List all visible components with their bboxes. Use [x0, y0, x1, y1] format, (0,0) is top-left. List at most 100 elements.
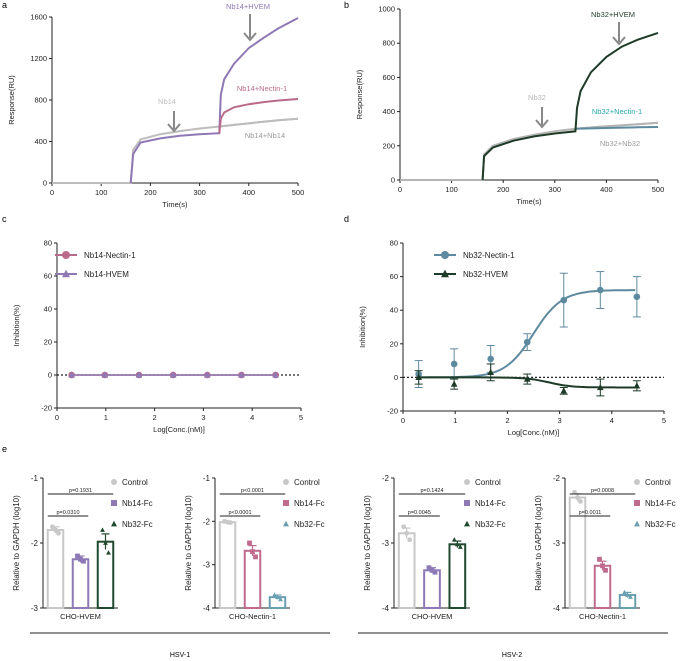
panel-label-a: a [2, 0, 7, 10]
d-data-point [487, 355, 494, 363]
e1-p-value: p=0.0310 [56, 510, 79, 516]
e3-legend-marker [464, 479, 470, 485]
e2-bar [218, 521, 237, 610]
d-y-tick-label: 80 [390, 239, 398, 248]
d-data-point [633, 382, 641, 389]
e2-data-point [272, 592, 277, 597]
chart-panel-e2: -4 -3 -2 -1 Relative to GAPDH (log10) CHO-Nec… [184, 474, 325, 621]
e4-data-point [600, 563, 605, 569]
e3-bar [397, 532, 416, 609]
a-annotation: Nb14+HVEM [226, 2, 270, 11]
c-y-tick-label: 0 [48, 371, 52, 380]
e1-data-point [53, 527, 58, 533]
e4-y-tick-label: -3 [553, 539, 561, 548]
e2-legend-label: Control [294, 478, 320, 487]
c-data-point [272, 371, 279, 378]
e3-bar [448, 543, 467, 609]
e1-p-value: p=0.1931 [69, 488, 92, 494]
c-data-point [238, 371, 245, 378]
b-arrow-head [535, 119, 549, 129]
d-data-point [450, 380, 458, 387]
c-data-point [101, 371, 109, 378]
e2-y-tick-label: -2 [203, 517, 211, 526]
b-series-line-2 [575, 126, 659, 130]
e3-p-value: p=0.1424 [420, 488, 443, 494]
e4-legend-label: Control [645, 478, 671, 487]
e4-x-axis-label: CHO-Nectin-1 [579, 612, 626, 621]
a-annotation: Nb14 [158, 97, 176, 106]
b-x-tick-label: 0 [398, 185, 402, 194]
d-legend-label: Nb32-HVEM [463, 270, 508, 279]
e1-data-point [81, 558, 86, 564]
a-x-tick-label: 100 [95, 188, 108, 197]
e3-p-value: p=0.0045 [408, 510, 431, 516]
e3-x-axis-label: CHO-HVEM [412, 612, 453, 621]
e2-y-tick-label: -1 [203, 474, 211, 483]
e3-data-point [429, 567, 435, 573]
a-x-tick-label: 300 [193, 188, 206, 197]
d-x-tick-label: 1 [453, 416, 457, 425]
d-legend-marker [441, 269, 449, 278]
a-arrow-head [167, 123, 181, 133]
b-y-tick-label: 200 [382, 141, 395, 150]
d-y-tick-label: 60 [390, 272, 398, 281]
d-data-point [633, 293, 641, 301]
c-y-tick-label: 60 [44, 272, 52, 281]
e3-y-tick-label: -4 [382, 604, 390, 613]
panel-label-e: e [2, 444, 7, 454]
b-annotation: Nb32+HVEM [591, 10, 635, 19]
e1-y-tick-label: -2 [31, 539, 39, 548]
c-y-tick-label: 80 [44, 239, 52, 248]
e1-data-point [100, 527, 105, 532]
c-data-point [135, 371, 143, 378]
e1-legend-label: Nb32-Fc [122, 520, 153, 529]
hsv2-group-label: HSV-2 [502, 652, 522, 659]
e2-data-point [275, 594, 280, 600]
b-y-axis-label: Response(RU) [355, 69, 364, 119]
panel-label-b: b [344, 0, 349, 10]
e1-bar [96, 540, 115, 610]
e2-data-point [247, 540, 252, 546]
e2-data-point [278, 596, 283, 602]
e1-y-axis-label: Relative to GAPDH (log10) [12, 495, 21, 591]
b-y-tick-label: 400 [382, 107, 395, 116]
e2-bar [243, 549, 262, 609]
d-data-point [450, 360, 458, 368]
e3-bar [423, 569, 441, 609]
b-x-tick-label: 200 [497, 185, 510, 194]
c-x-tick-label: 1 [104, 413, 108, 422]
e1-data-point [103, 540, 108, 545]
e1-data-point [75, 553, 80, 559]
d-data-point [523, 338, 531, 346]
b-y-tick-label: 1000 [378, 5, 395, 14]
d-data-point [560, 296, 568, 304]
b-x-tick-label: 500 [652, 185, 665, 194]
e4-y-axis-label: Relative to GAPDH (log10) [534, 495, 543, 591]
chart-panel-c: 0 1 2 3 4 5-20020406080Log[Conc.(nM)]Inhibiti… [12, 239, 303, 435]
a-y-tick-label: 0 [43, 179, 47, 188]
e1-y-tick-label: -3 [31, 604, 39, 613]
c-x-tick-label: 3 [201, 413, 205, 422]
d-data-point [487, 368, 494, 375]
e2-legend-label: Nb14-Fc [294, 499, 325, 508]
b-y-tick-label: 800 [382, 39, 395, 48]
e2-y-axis-label: Relative to GAPDH (log10) [184, 495, 193, 591]
e3-data-point [432, 569, 438, 575]
d-y-tick-label: 0 [394, 373, 398, 382]
b-series-line-3 [481, 31, 659, 181]
e4-data-point [625, 592, 630, 597]
e4-legend-marker [634, 500, 640, 506]
b-x-tick-label: 400 [600, 185, 613, 194]
e2-y-tick-label: -3 [203, 561, 211, 570]
c-x-tick-label: 5 [299, 413, 303, 422]
c-data-point [68, 371, 75, 378]
e4-bar [593, 564, 612, 609]
e3-data-point [457, 544, 463, 549]
a-x-tick-label: 400 [243, 188, 256, 197]
d-x-tick-label: 3 [558, 416, 562, 425]
e1-y-tick-label: -1 [31, 474, 39, 483]
b-annotation: Nb32 [528, 93, 546, 102]
panel-label-d: d [344, 214, 349, 224]
c-x-tick-label: 4 [250, 413, 254, 422]
e1-legend-marker [111, 520, 117, 527]
